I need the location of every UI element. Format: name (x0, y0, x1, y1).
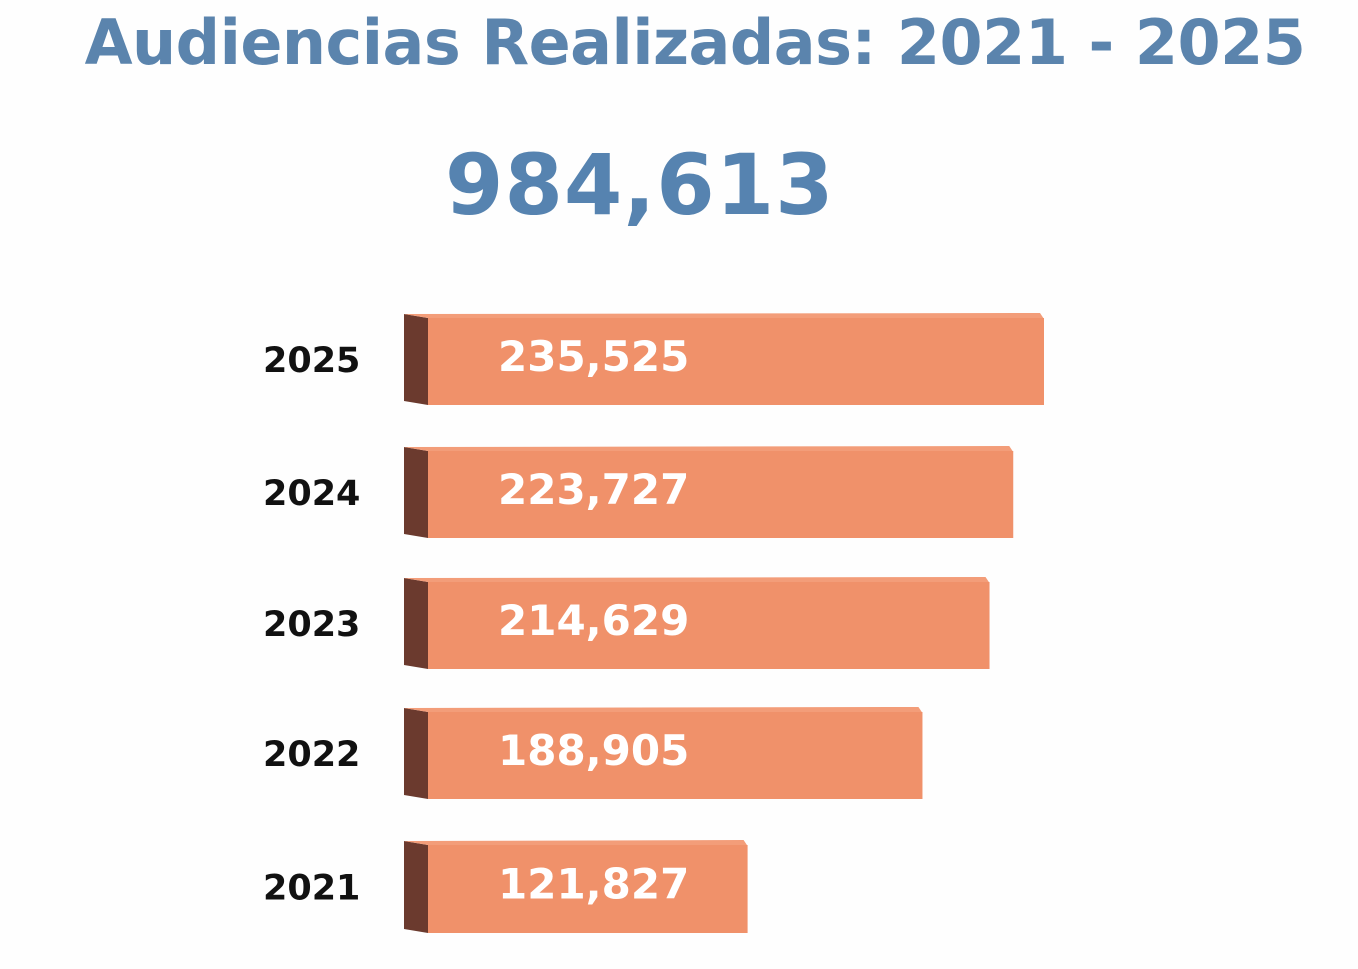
bar-top-2022 (404, 707, 923, 713)
bar-side-2022 (404, 708, 428, 799)
bar-side-2025 (404, 314, 428, 405)
value-label-2021: 121,827 (498, 860, 689, 909)
year-label-2021: 2021 (263, 869, 360, 909)
bar-top-2025 (404, 313, 1044, 319)
bar-side-2021 (404, 841, 428, 933)
total-audiences: 984,613 (445, 136, 835, 234)
bar-group-2024: 2024 223,727 (263, 446, 1014, 538)
bar-top-2024 (404, 446, 1014, 452)
bar-group-2021: 2021 121,827 (263, 840, 748, 933)
bar-2022 (428, 712, 923, 799)
bar-2021 (428, 845, 748, 933)
year-label-2023: 2023 (263, 605, 360, 645)
bar-side-2024 (404, 447, 428, 538)
bar-2024 (428, 451, 1014, 538)
value-label-2024: 223,727 (498, 465, 689, 514)
bar-2023 (428, 582, 990, 669)
bar-group-2022: 2022 188,905 (263, 707, 923, 799)
value-label-2025: 235,525 (498, 332, 689, 381)
year-label-2025: 2025 (263, 341, 360, 381)
bar-top-2023 (404, 577, 990, 583)
bar-group-2023: 2023 214,629 (263, 577, 990, 669)
value-label-2023: 214,629 (498, 596, 689, 645)
bar-side-2023 (404, 578, 428, 669)
bar-group-2025: 2025 235,525 (263, 313, 1044, 405)
bar-2025 (428, 318, 1044, 405)
year-label-2022: 2022 (263, 735, 360, 775)
value-label-2022: 188,905 (498, 726, 689, 775)
year-label-2024: 2024 (263, 474, 360, 514)
chart-title: Audiencias Realizadas: 2021 - 2025 (84, 6, 1306, 79)
bar-top-2021 (404, 840, 748, 846)
